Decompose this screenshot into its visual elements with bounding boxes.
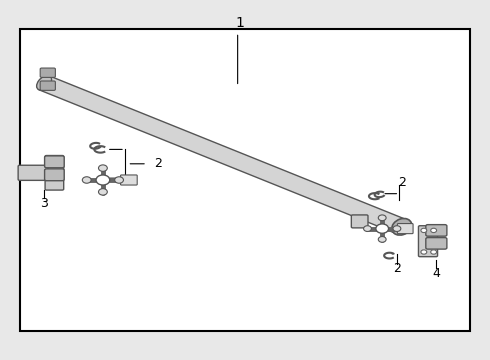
- Circle shape: [393, 226, 401, 231]
- FancyBboxPatch shape: [45, 156, 64, 168]
- Circle shape: [431, 228, 437, 233]
- Circle shape: [82, 177, 91, 183]
- FancyBboxPatch shape: [121, 175, 137, 185]
- Text: 2: 2: [154, 157, 162, 170]
- FancyBboxPatch shape: [18, 165, 48, 180]
- Circle shape: [378, 237, 386, 242]
- Circle shape: [115, 177, 123, 183]
- Ellipse shape: [37, 76, 51, 90]
- FancyBboxPatch shape: [351, 215, 368, 228]
- Circle shape: [376, 224, 389, 233]
- Text: 4: 4: [432, 267, 440, 280]
- FancyBboxPatch shape: [40, 81, 55, 90]
- Circle shape: [98, 189, 107, 195]
- FancyBboxPatch shape: [418, 226, 438, 257]
- Circle shape: [421, 228, 427, 233]
- FancyBboxPatch shape: [426, 238, 447, 249]
- Circle shape: [378, 215, 386, 221]
- FancyBboxPatch shape: [397, 224, 413, 234]
- FancyBboxPatch shape: [45, 156, 64, 190]
- Circle shape: [431, 250, 437, 254]
- Circle shape: [96, 175, 110, 185]
- FancyBboxPatch shape: [45, 169, 64, 181]
- Circle shape: [98, 165, 107, 171]
- Text: 1: 1: [236, 17, 245, 30]
- Text: 2: 2: [398, 176, 406, 189]
- FancyBboxPatch shape: [40, 68, 55, 77]
- Text: 2: 2: [393, 262, 401, 275]
- FancyBboxPatch shape: [20, 29, 470, 331]
- Ellipse shape: [392, 219, 412, 235]
- Circle shape: [364, 226, 371, 231]
- Text: 3: 3: [40, 197, 48, 210]
- Circle shape: [421, 250, 427, 254]
- Polygon shape: [39, 76, 407, 234]
- FancyBboxPatch shape: [426, 225, 447, 236]
